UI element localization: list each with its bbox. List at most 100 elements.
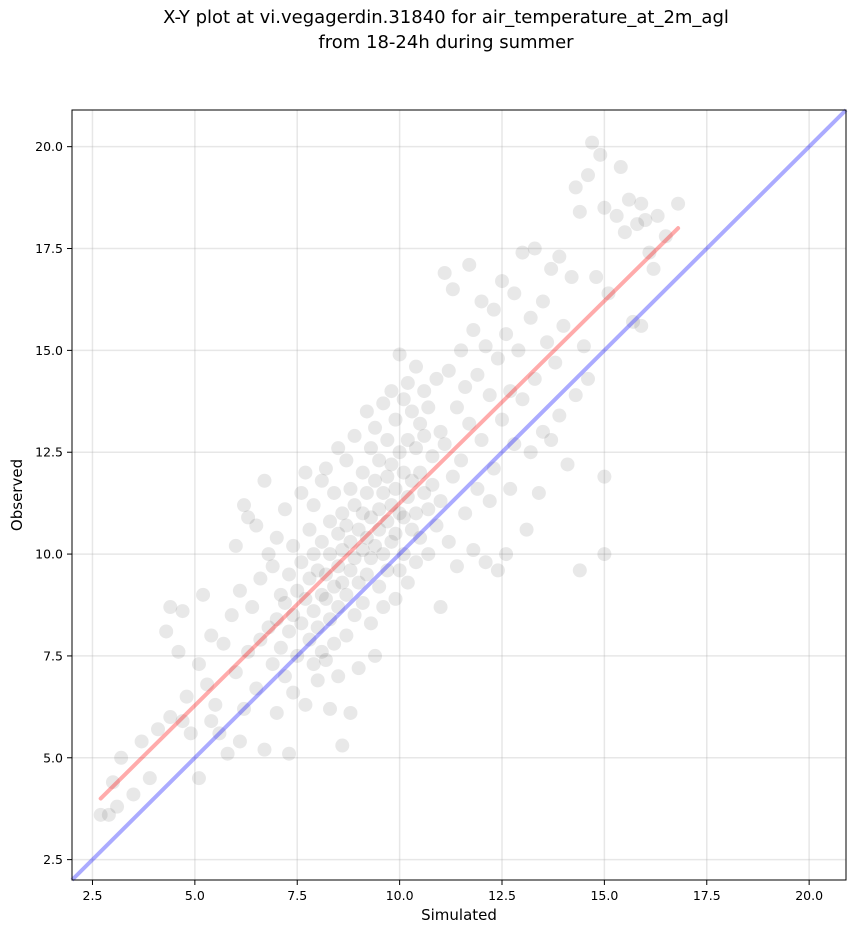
scatter-point: [310, 673, 325, 688]
scatter-point: [232, 734, 247, 749]
scatter-point: [363, 510, 378, 525]
scatter-point: [499, 547, 514, 562]
scatter-point: [564, 270, 579, 285]
y-tick-label: 17.5: [35, 241, 63, 256]
scatter-point: [359, 404, 374, 419]
scatter-point: [560, 457, 575, 472]
scatter-point: [302, 632, 317, 647]
scatter-point: [470, 481, 485, 496]
scatter-point: [318, 591, 333, 606]
scatter-point: [388, 412, 403, 427]
scatter-point: [212, 726, 227, 741]
scatter-point: [363, 441, 378, 456]
scatter-point: [384, 534, 399, 549]
scatter-point: [265, 657, 280, 672]
scatter-point: [355, 595, 370, 610]
scatter-point: [433, 494, 448, 509]
scatter-point: [351, 575, 366, 590]
scatter-point: [449, 559, 464, 574]
scatter-point: [495, 274, 509, 289]
scatter-point: [298, 591, 313, 606]
scatter-point: [277, 502, 292, 517]
scatter-point: [191, 771, 206, 786]
scatter-point: [621, 192, 636, 207]
scatter-point: [347, 428, 362, 443]
scatter-point: [323, 514, 337, 529]
scatter-point: [519, 522, 534, 537]
scatter-point: [343, 534, 358, 549]
scatter-point: [323, 701, 337, 716]
scatter-point: [171, 644, 186, 659]
scatter-point: [290, 583, 305, 598]
chart-title-line2: from 18-24h during summer: [318, 32, 574, 53]
scatter-point: [314, 587, 329, 602]
scatter-point: [179, 689, 194, 704]
y-tick-label: 20.0: [35, 139, 63, 154]
scatter-point: [421, 400, 436, 415]
scatter-point: [482, 388, 497, 403]
scatter-point: [589, 270, 604, 285]
scatter-point: [376, 547, 391, 562]
scatter-point: [216, 636, 231, 651]
scatter-point: [323, 547, 337, 562]
scatter-point: [286, 685, 301, 700]
scatter-point: [343, 481, 358, 496]
scatter-point: [409, 441, 423, 456]
scatter-point: [495, 412, 509, 427]
scatter-point: [269, 705, 284, 720]
scatter-point: [376, 600, 391, 615]
scatter-point: [384, 384, 399, 399]
scatter-point: [335, 738, 350, 753]
scatter-point: [310, 620, 325, 635]
scatter-point: [298, 465, 313, 480]
scatter-point: [286, 538, 301, 553]
scatter-point: [400, 490, 415, 505]
scatter-point: [417, 485, 432, 500]
scatter-point: [355, 465, 370, 480]
scatter-point: [237, 701, 251, 716]
scatter-point: [355, 543, 370, 557]
scatter-point: [277, 595, 292, 610]
scatter-point: [331, 669, 346, 684]
scatter-point: [351, 522, 366, 537]
identity-line: [70, 108, 848, 882]
scatter-point: [396, 510, 411, 525]
scatter-point: [200, 677, 215, 692]
scatter-point: [372, 502, 387, 517]
scatter-point: [388, 481, 403, 496]
scatter-point: [568, 180, 583, 195]
scatter-point: [253, 632, 268, 647]
y-tick-label: 2.5: [43, 852, 63, 867]
y-tick-label: 5.0: [43, 750, 63, 765]
y-tick-label: 15.0: [35, 343, 63, 358]
scatter-point: [257, 742, 272, 757]
scatter-point: [314, 644, 329, 659]
scatter-point: [646, 261, 661, 276]
scatter-point: [339, 587, 354, 602]
scatter-point: [417, 428, 432, 443]
x-axis-ticks: 2.5 5.0 7.5 10.0 12.5 15.0 17.5 20.0: [83, 880, 823, 903]
scatter-point: [503, 481, 518, 496]
scatter-point: [273, 587, 288, 602]
scatter-point: [413, 416, 428, 431]
scatter-point: [437, 265, 452, 280]
scatter-point: [306, 604, 321, 619]
scatter-point: [601, 286, 616, 301]
scatter-point: [339, 453, 354, 468]
scatter-point: [482, 494, 497, 509]
scatter-point: [294, 555, 309, 570]
scatter-point: [544, 433, 559, 447]
scatter-point: [331, 559, 346, 574]
scatter-point: [327, 485, 342, 500]
scatter-point: [306, 547, 321, 562]
scatter-point: [593, 147, 608, 162]
scatter-point: [458, 380, 473, 395]
scatter-point: [441, 363, 456, 378]
scatter-point: [282, 624, 297, 639]
scatter-point: [302, 522, 317, 537]
scatter-point: [277, 669, 292, 684]
x-axis-label: Simulated: [421, 906, 497, 924]
scatter-point: [576, 339, 591, 354]
scatter-point: [368, 648, 383, 663]
scatter-point: [531, 485, 546, 500]
